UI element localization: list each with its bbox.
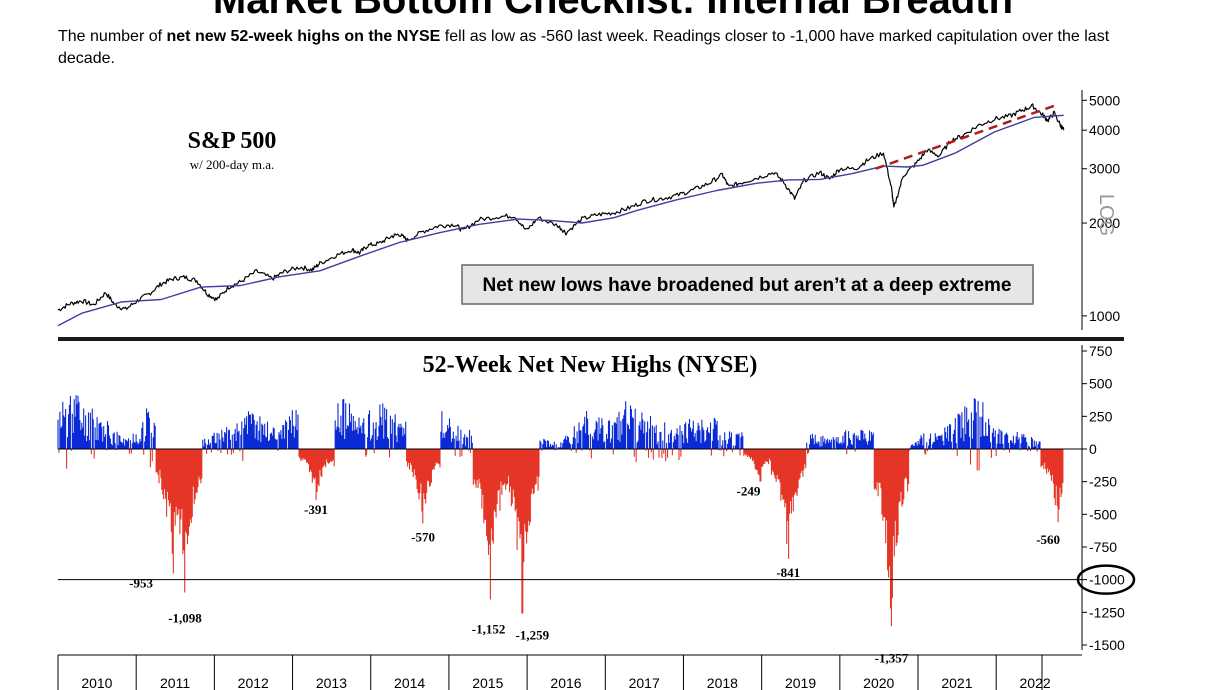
x-axis-tick-label: 2010 xyxy=(81,675,112,690)
net-new-highs-y-tick-label: -1250 xyxy=(1089,604,1125,620)
net-new-highs-y-tick-label: 250 xyxy=(1089,408,1113,424)
low-annotation-label: -1,259 xyxy=(516,628,550,643)
sp500-y-tick-label: 5000 xyxy=(1089,92,1120,108)
page-title: Market Bottom Checklist: Internal Breadt… xyxy=(212,0,1014,22)
intro-text-start: The number of xyxy=(58,28,167,45)
sp500-plot-area xyxy=(57,103,1065,327)
net-new-highs-y-tick-label: -750 xyxy=(1089,539,1117,555)
x-axis-tick-label: 2011 xyxy=(160,675,190,690)
low-annotation-label: -1,357 xyxy=(875,650,909,665)
low-annotation-label: -391 xyxy=(304,502,328,517)
x-axis-tick-label: 2014 xyxy=(394,675,425,690)
sp500-y-ticks: 1000 2000 3000 4000 5000 xyxy=(1082,92,1120,324)
net-new-highs-y-tick-label: -250 xyxy=(1089,474,1117,490)
sp500-y-tick-label: 4000 xyxy=(1089,122,1120,138)
sp500-title: S&P 500 xyxy=(188,128,277,154)
callout-text: Net new lows have broadened but aren’t a… xyxy=(483,275,1012,296)
low-annotation-label: -570 xyxy=(411,529,435,544)
low-annotation-label: -560 xyxy=(1036,532,1060,547)
intro-text-highlight: net new 52-week highs on the NYSE xyxy=(166,28,441,45)
intro-text-end: fell as low as -560 last week. Readings … xyxy=(58,28,1110,67)
net-new-highs-bars xyxy=(57,395,1064,627)
callout-box xyxy=(461,264,1034,305)
net-new-highs-panel: 52-Week Net New Highs (NYSE) 750 500 250 0 -… xyxy=(57,343,1136,690)
net-new-highs-y-tick-label: -500 xyxy=(1089,506,1117,522)
low-annotation-label: -953 xyxy=(129,576,153,591)
x-axis-tick-label: 2016 xyxy=(550,675,581,690)
net-new-highs-y-tick-label: 750 xyxy=(1089,343,1113,359)
x-axis-tick-label: 2022 xyxy=(1020,675,1051,690)
sp500-y-tick-label: 1000 xyxy=(1089,308,1120,324)
low-annotation-label: -841 xyxy=(776,565,800,580)
sp500-price-line xyxy=(57,103,1065,312)
low-annotation-label: -1,098 xyxy=(168,610,202,625)
sp500-panel: S&P 500 w/ 200-day m.a. 1000 2000 3000 4000… xyxy=(57,90,1120,330)
intro-text: The number of net new 52-week highs on t… xyxy=(58,26,1138,70)
x-axis-tick-label: 2021 xyxy=(941,675,972,690)
x-axis-ticks: 2010 2011 2012 2013 2014 2015 2016 2017 2018 2019… xyxy=(57,655,1051,690)
moving-average-line xyxy=(57,114,1064,327)
low-annotation-label: -1,152 xyxy=(472,622,506,637)
net-new-highs-y-tick-label: 0 xyxy=(1089,441,1097,457)
x-axis-tick-label: 2020 xyxy=(863,675,894,690)
net-new-highs-y-ticks: 750 500 250 0 -250 -500 -750 -1000 -1250 -1500 xyxy=(1082,343,1125,653)
x-axis-tick-label: 2012 xyxy=(238,675,269,690)
x-axis-tick-label: 2015 xyxy=(472,675,503,690)
x-axis-tick-label: 2013 xyxy=(316,675,347,690)
positive-bars xyxy=(57,395,1041,449)
x-axis-tick-label: 2018 xyxy=(707,675,738,690)
net-new-highs-y-tick-label: 500 xyxy=(1089,376,1113,392)
log-scale-label: LOG xyxy=(1095,194,1117,236)
net-new-highs-title: 52-Week Net New Highs (NYSE) xyxy=(423,352,758,378)
net-new-highs-y-tick-label: -1000 xyxy=(1089,572,1125,588)
sp500-y-tick-label: 3000 xyxy=(1089,161,1120,177)
low-annotations: -953 -1,098 -391 -570 -1,152 -1,259 -249 -841 -1… xyxy=(129,484,1060,666)
negative-bars xyxy=(58,449,1064,627)
low-annotation-label: -249 xyxy=(737,484,761,499)
sp500-subtitle: w/ 200-day m.a. xyxy=(190,157,274,172)
trend-line xyxy=(875,103,1059,170)
x-axis-tick-label: 2017 xyxy=(629,675,660,690)
sp500-y-tick-label: 2000 xyxy=(1089,215,1120,231)
x-axis-tick-label: 2019 xyxy=(785,675,816,690)
panel-divider xyxy=(58,337,1124,341)
net-new-highs-y-tick-label: -1500 xyxy=(1089,637,1125,653)
highlight-circle xyxy=(1076,564,1136,595)
